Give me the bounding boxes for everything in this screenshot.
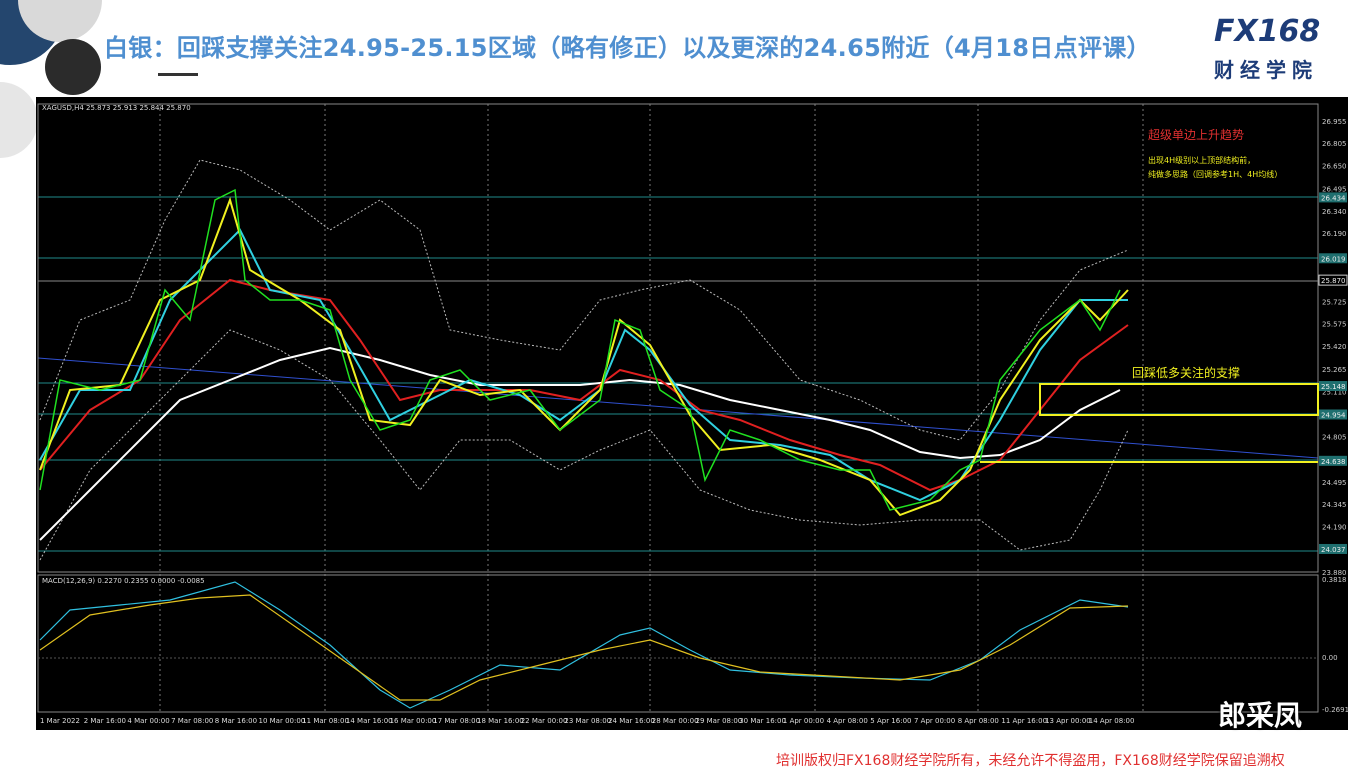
price-level-label: 24.954 xyxy=(1321,411,1346,419)
price-level-tag xyxy=(1319,543,1347,554)
date-label: 1 Apr 00:00 xyxy=(783,717,824,725)
date-label: 16 Mar 00:00 xyxy=(390,717,437,725)
price-level-label: 25.148 xyxy=(1321,383,1346,391)
price-tick-label: 24.190 xyxy=(1322,524,1347,532)
annotation-trend: 超级单边上升趋势 xyxy=(1148,127,1244,142)
date-label: 7 Mar 08:00 xyxy=(171,717,213,725)
price-level-tag xyxy=(1319,409,1347,420)
macd-line xyxy=(39,581,1129,709)
ma-slow xyxy=(39,346,1121,541)
watermark: 郎采凤 xyxy=(1218,699,1303,732)
price-tick-label: 23.880 xyxy=(1322,569,1347,577)
date-label: 5 Apr 16:00 xyxy=(870,717,911,725)
price-tick-label: 25.265 xyxy=(1322,366,1347,374)
price-level-label: 25.870 xyxy=(1321,277,1346,285)
price-tick-label: 26.190 xyxy=(1322,230,1347,238)
ma-yellow xyxy=(39,196,1129,517)
levels xyxy=(38,196,1318,552)
annotation-support: 回踩低多关注的支撑 xyxy=(1132,365,1240,380)
price-level-tag xyxy=(1318,274,1348,286)
bollinger-lower xyxy=(39,329,1129,561)
slide-title: 白银：回踩支撑关注24.95-25.15区域（略有修正）以及更深的24.65附近… xyxy=(104,34,1151,62)
price-level-tag xyxy=(1319,381,1347,392)
bollinger-upper xyxy=(39,159,1129,441)
price-tick-label: 25.725 xyxy=(1322,298,1347,306)
price-tick-label: 25.575 xyxy=(1322,320,1347,328)
macd-tick-label: 0.3818 xyxy=(1322,576,1347,584)
price-tick-label: 25.110 xyxy=(1322,389,1347,397)
price-tick-label: 25.420 xyxy=(1322,343,1347,351)
macd-tick-label: 0.00 xyxy=(1322,654,1338,662)
date-label: 28 Mar 00:00 xyxy=(652,717,699,725)
price-level-label: 24.037 xyxy=(1321,546,1346,554)
date-label: 7 Apr 00:00 xyxy=(914,717,955,725)
price xyxy=(39,188,1121,511)
date-label: 4 Mar 00:00 xyxy=(127,717,169,725)
logo-text: FX168 xyxy=(1214,14,1321,49)
price-level-label: 26.434 xyxy=(1321,194,1346,202)
trendline xyxy=(37,357,1319,459)
symbol-info: XAGUSD,H4 25.873 25.913 25.844 25.870 xyxy=(42,104,191,112)
price-level-tag xyxy=(1319,253,1347,264)
price-level-label: 26.019 xyxy=(1321,255,1346,263)
signal-line xyxy=(39,594,1129,701)
grid xyxy=(159,104,1144,712)
price-level-label: 24.638 xyxy=(1321,458,1346,466)
date-label: 2 Mar 16:00 xyxy=(84,717,126,725)
date-label: 14 Mar 16:00 xyxy=(346,717,393,725)
date-label: 1 Mar 2022 xyxy=(40,717,80,725)
date-label: 18 Mar 16:00 xyxy=(477,717,524,725)
date-label: 11 Mar 08:00 xyxy=(302,717,349,725)
price-tick-label: 26.955 xyxy=(1322,118,1347,126)
macd-tick-label: -0.2691 xyxy=(1322,706,1349,714)
price-tick-label: 26.495 xyxy=(1322,185,1347,193)
price-level-tag xyxy=(1319,192,1347,203)
date-label: 22 Mar 00:00 xyxy=(521,717,568,725)
price-tick-label: 26.650 xyxy=(1322,163,1347,171)
date-label: 8 Mar 16:00 xyxy=(215,717,257,725)
date-label: 8 Apr 08:00 xyxy=(958,717,999,725)
logo-subtext: 财经学院 xyxy=(1214,58,1318,82)
date-label: 10 Mar 00:00 xyxy=(259,717,306,725)
date-label: 11 Apr 16:00 xyxy=(1001,717,1047,725)
macd-panel xyxy=(37,574,1319,713)
price-tick-label: 24.345 xyxy=(1322,501,1347,509)
date-label: 23 Mar 08:00 xyxy=(564,717,611,725)
annotation-note: 纯做多思路（回调参考1H、4H均线） xyxy=(1148,169,1282,179)
date-label: 4 Apr 08:00 xyxy=(827,717,868,725)
price-tick-label: 24.495 xyxy=(1322,479,1347,487)
support-box xyxy=(1039,383,1319,416)
date-label: 30 Mar 16:00 xyxy=(739,717,786,725)
price-tick-label: 26.340 xyxy=(1322,208,1347,216)
annotation-note: 出现4H级别以上顶部结构前， xyxy=(1148,155,1255,165)
price-tick-label: 24.805 xyxy=(1322,433,1347,441)
footer-copyright: 培训版权归FX168财经学院所有，未经允许不得盗用，FX168财经学院保留追溯权 xyxy=(776,753,1285,769)
date-label: 29 Mar 08:00 xyxy=(696,717,743,725)
price-level-tag xyxy=(1319,455,1347,466)
date-label: 13 Apr 00:00 xyxy=(1045,717,1091,725)
main-panel xyxy=(37,103,1319,573)
date-label: 17 Mar 08:00 xyxy=(433,717,480,725)
date-label: 14 Apr 08:00 xyxy=(1089,717,1135,725)
date-label: 24 Mar 16:00 xyxy=(608,717,655,725)
price-tick-label: 26.805 xyxy=(1322,140,1347,148)
macd-info: MACD(12,26,9) 0.2270 0.2355 0.0000 -0.00… xyxy=(42,577,205,585)
